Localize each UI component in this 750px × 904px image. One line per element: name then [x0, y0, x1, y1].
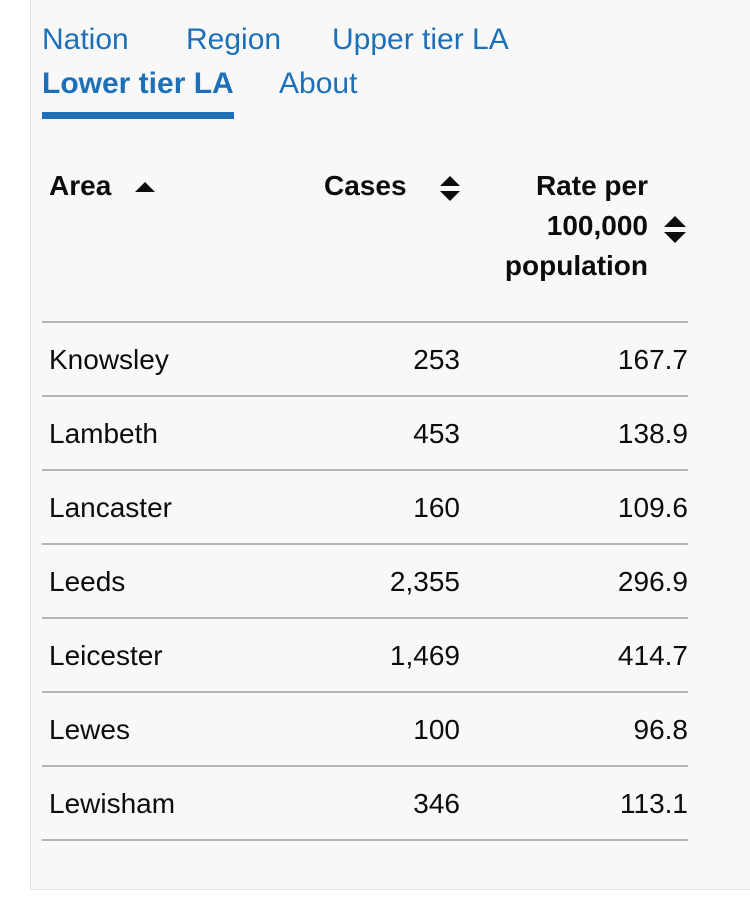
- cell-cases: 100: [413, 714, 460, 745]
- table-row: Lewisham 346 113.1: [42, 767, 688, 841]
- table-row: Lancaster 160 109.6: [42, 471, 688, 545]
- column-header-rate-line2: 100,000: [546, 210, 648, 241]
- cell-area: Leeds: [49, 566, 126, 597]
- cell-area: Knowsley: [49, 344, 169, 375]
- cell-cases: 2,355: [389, 566, 460, 597]
- cell-cases: 453: [413, 418, 460, 449]
- tab-upper-tier-la[interactable]: Upper tier LA: [332, 23, 509, 56]
- table-row: Leeds 2,355 296.9: [42, 545, 688, 619]
- cell-area: Leicester: [49, 640, 163, 671]
- cell-area: Lewisham: [49, 788, 176, 819]
- cell-area: Lambeth: [49, 418, 158, 449]
- cell-rate: 167.7: [617, 344, 688, 375]
- sort-both-icon: [664, 216, 686, 243]
- column-header-rate-line1: Rate per: [535, 170, 648, 201]
- tab-region[interactable]: Region: [186, 23, 282, 56]
- column-header-area[interactable]: Area: [49, 166, 155, 206]
- cell-rate: 109.6: [617, 492, 688, 523]
- cell-cases: 253: [413, 344, 460, 375]
- header-divider: [42, 321, 688, 323]
- cell-cases: 1,469: [389, 640, 460, 671]
- cell-rate: 296.9: [617, 566, 688, 597]
- cell-rate: 414.7: [617, 640, 688, 671]
- column-header-rate[interactable]: Rate per 100,000 population: [462, 166, 686, 286]
- tab-lower-tier-la[interactable]: Lower tier LA: [42, 66, 234, 119]
- table-row: Leicester 1,469 414.7: [42, 619, 688, 693]
- cell-rate: 96.8: [633, 714, 689, 745]
- cell-cases: 160: [413, 492, 460, 523]
- table-row: Knowsley 253 167.7: [42, 323, 688, 397]
- cell-cases: 346: [413, 788, 460, 819]
- sort-ascending-icon: [135, 182, 155, 192]
- dashboard-panel: [30, 0, 750, 890]
- cell-rate: 113.1: [620, 788, 688, 819]
- sort-both-icon: [440, 176, 460, 201]
- tab-nation[interactable]: Nation: [42, 23, 129, 56]
- active-tab-indicator: [42, 112, 234, 119]
- cell-area: Lewes: [49, 714, 130, 745]
- cell-rate: 138.9: [617, 418, 688, 449]
- table-row: Lambeth 453 138.9: [42, 397, 688, 471]
- tab-lower-tier-la-label: Lower tier LA: [42, 67, 234, 100]
- column-header-rate-line3: population: [504, 250, 648, 281]
- column-header-cases[interactable]: Cases: [324, 166, 460, 206]
- table-row: Lewes 100 96.8: [42, 693, 688, 767]
- cell-area: Lancaster: [49, 492, 172, 523]
- column-header-area-label: Area: [49, 170, 112, 201]
- column-header-cases-label: Cases: [324, 170, 407, 201]
- tab-about[interactable]: About: [279, 67, 358, 100]
